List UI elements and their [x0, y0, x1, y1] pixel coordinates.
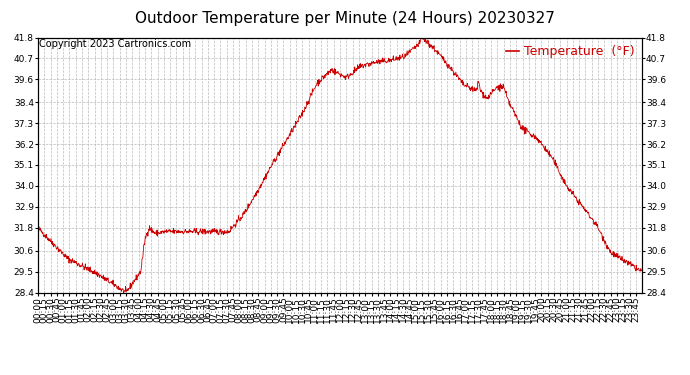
Text: Outdoor Temperature per Minute (24 Hours) 20230327: Outdoor Temperature per Minute (24 Hours…: [135, 11, 555, 26]
Legend: Temperature  (°F): Temperature (°F): [501, 40, 639, 63]
Text: Copyright 2023 Cartronics.com: Copyright 2023 Cartronics.com: [39, 39, 191, 50]
